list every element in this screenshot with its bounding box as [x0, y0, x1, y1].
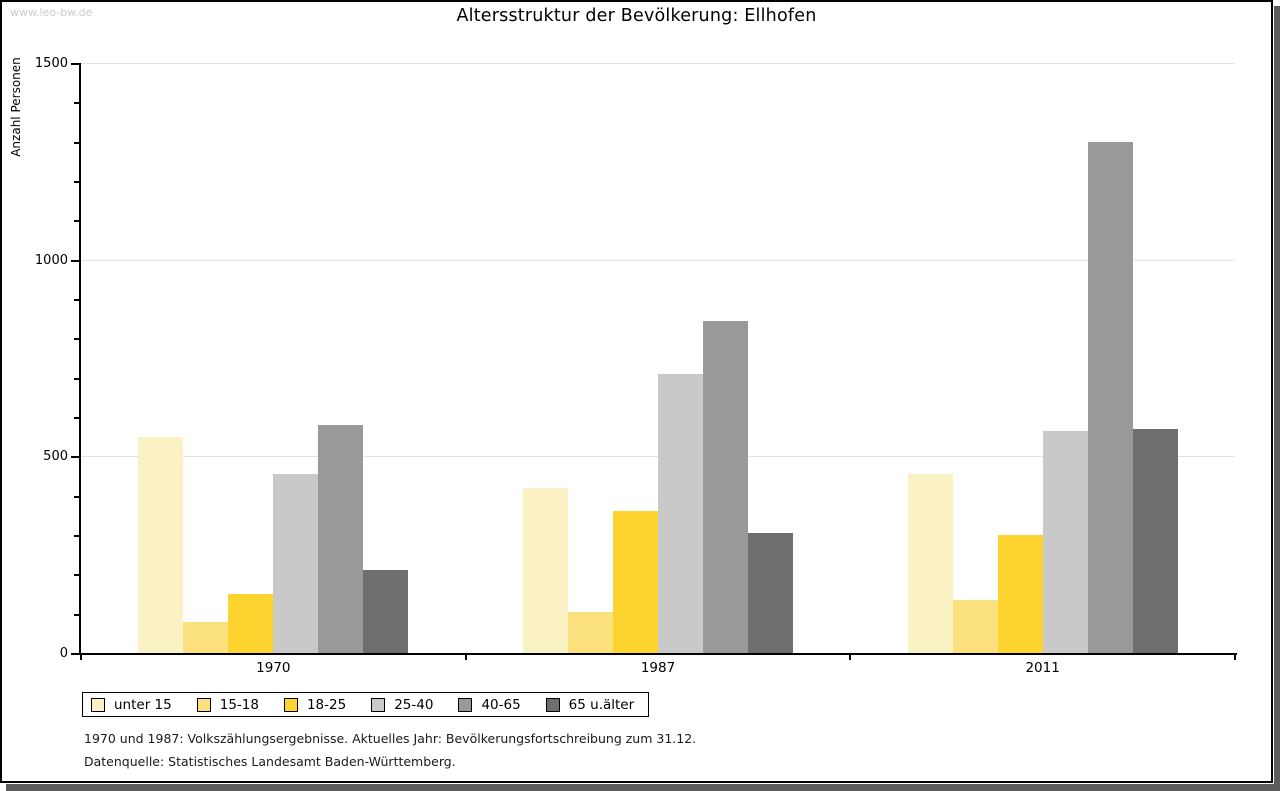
legend-item-18-25: 18-25: [283, 696, 347, 713]
y-minor-tick-300: [74, 535, 79, 537]
gridline-1000: [81, 259, 1235, 261]
legend-label-18-25: 18-25: [306, 696, 347, 713]
bar-2011-65-u-lter: [1132, 428, 1178, 653]
legend: unter 15 15-18 18-25 25-40 40-65 65 u.älter: [82, 692, 650, 717]
y-axis-line: [79, 63, 81, 655]
legend-label-40-65: 40-65: [481, 696, 521, 713]
x-category-label-1970: 1970: [256, 660, 291, 676]
x-tick-2: [849, 655, 852, 660]
bar-1987-25-40: [658, 373, 703, 653]
x-tick-0: [80, 655, 82, 660]
bar-1987-15-18: [568, 611, 613, 653]
footnote-data-source: Datenquelle: Statistisches Landesamt Bad…: [84, 754, 456, 769]
bar-1987-65-u-lter: [748, 533, 793, 653]
y-tick-label-1500: 1500: [34, 56, 68, 71]
y-tick-label-1000: 1000: [34, 252, 68, 268]
legend-label-65-u-lter: 65 u.älter: [568, 696, 635, 713]
bar-2011-15-18: [952, 599, 998, 653]
bar-1970-40-65: [318, 424, 364, 653]
y-minor-tick-400: [74, 495, 79, 498]
y-major-tick-1500: [71, 63, 79, 65]
y-minor-tick-1100: [74, 220, 79, 223]
x-category-label-1987: 1987: [640, 660, 676, 676]
gridline-1500: [81, 63, 1235, 64]
x-tick-3: [1234, 655, 1236, 660]
bar-2011-40-65: [1087, 141, 1133, 653]
legend-label-25-40: 25-40: [394, 696, 434, 713]
y-minor-tick-100: [74, 613, 79, 616]
x-axis-line: [79, 653, 1237, 655]
y-minor-tick-1300: [74, 141, 79, 144]
x-category-label-2011: 2011: [1025, 660, 1060, 676]
y-tick-label-500: 500: [43, 449, 68, 465]
chart-title: Altersstruktur der Bevölkerung: Ellhofen: [456, 6, 817, 26]
bar-1970-15-18: [183, 621, 229, 653]
y-minor-tick-600: [74, 417, 79, 419]
legend-swatch-15-18: [196, 697, 211, 712]
legend-item-15-18: 15-18: [196, 696, 259, 713]
bar-1987-18-25: [613, 511, 658, 653]
legend-item-40-65: 40-65: [458, 696, 521, 713]
y-major-tick-1000: [71, 259, 79, 262]
y-major-tick-0: [71, 653, 79, 655]
footnote-source-note: 1970 und 1987: Volkszählungsergebnisse. …: [84, 731, 697, 746]
y-minor-tick-900: [74, 299, 79, 301]
bar-1970-unter-15: [138, 436, 184, 653]
bar-2011-18-25: [997, 535, 1043, 653]
legend-swatch-40-65: [458, 697, 473, 712]
bar-2011-25-40: [1042, 430, 1088, 653]
legend-swatch-unter-15: [91, 697, 105, 712]
bar-1987-40-65: [703, 320, 748, 653]
y-major-tick-500: [71, 456, 79, 459]
legend-item-65-u-lter: 65 u.älter: [545, 696, 635, 713]
y-minor-tick-1200: [74, 181, 79, 183]
frame-shadow-right: [1274, 6, 1280, 791]
legend-item-25-40: 25-40: [371, 697, 433, 713]
y-minor-tick-800: [74, 338, 79, 341]
legend-label-15-18: 15-18: [219, 696, 259, 713]
legend-swatch-25-40: [371, 697, 386, 712]
frame-shadow-bottom: [6, 784, 1274, 791]
bar-2011-unter-15: [907, 474, 953, 653]
y-minor-tick-1400: [74, 102, 79, 105]
y-minor-tick-700: [74, 377, 79, 380]
x-tick-1: [464, 655, 467, 660]
y-tick-label-0: 0: [59, 646, 68, 661]
bar-1987-unter-15: [523, 487, 568, 653]
plot-area: 1970 1987 2011 0 500 1000 1500: [2, 2, 1274, 781]
bar-1970-65-u-lter: [363, 570, 409, 653]
watermark: www.leo-bw.de: [10, 6, 93, 19]
legend-item-unter-15: unter 15: [91, 697, 172, 713]
bar-1970-25-40: [273, 474, 319, 653]
y-minor-tick-200: [74, 574, 79, 577]
legend-swatch-18-25: [283, 697, 298, 712]
bar-1970-18-25: [228, 594, 274, 653]
legend-label-unter-15: unter 15: [114, 696, 172, 713]
legend-swatch-65-u-lter: [545, 697, 560, 712]
